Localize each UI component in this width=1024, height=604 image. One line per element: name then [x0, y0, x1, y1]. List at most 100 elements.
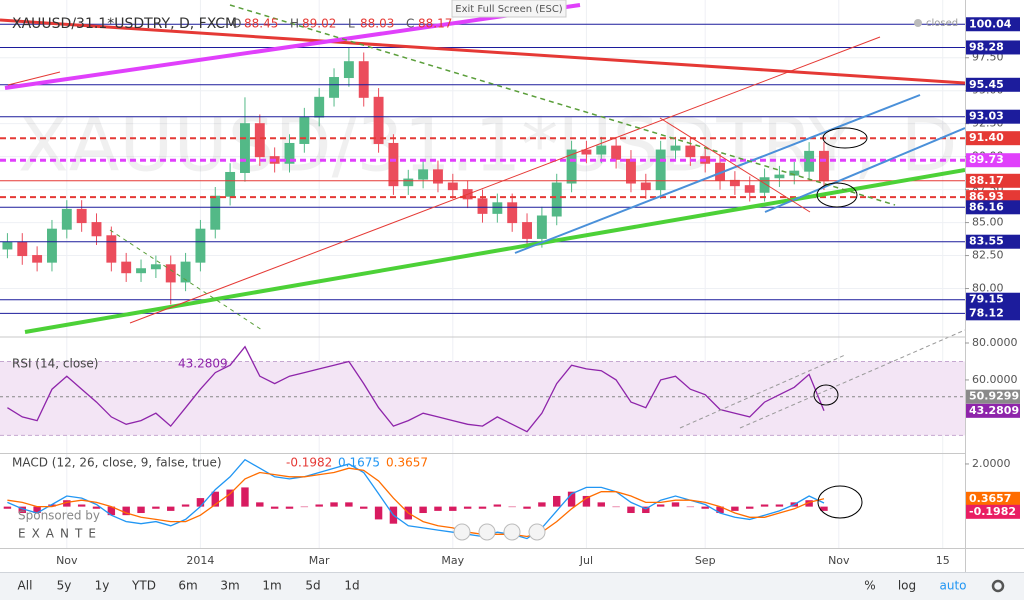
y-tick-label: 60.0000 [972, 373, 1018, 386]
settings-button[interactable] [991, 579, 1005, 593]
macd-histogram-bar [508, 506, 516, 508]
price-line-label-box [966, 17, 1020, 32]
range-button[interactable]: 6m [178, 579, 197, 593]
drawings [0, 3, 965, 519]
price-line-label: 86.16 [969, 200, 1004, 213]
macd-title: MACD (12, 26, close, 9, false, true) [12, 456, 222, 470]
candle-body [210, 195, 221, 230]
macd-histogram-bar [642, 506, 650, 514]
macd-histogram-bar [775, 504, 784, 507]
rsi-last-label: 43.2809 [969, 404, 1019, 417]
navigation-buttons [453, 523, 546, 541]
macd-histogram-bar [686, 506, 695, 508]
candle-body [551, 182, 562, 217]
scroll-left-button[interactable] [453, 523, 471, 541]
candle-body [626, 158, 636, 184]
zoom-out-button[interactable] [478, 523, 496, 541]
macd-histogram-bar [122, 506, 130, 516]
price-line-label-box [966, 109, 1020, 124]
macd-histogram-bar [523, 506, 531, 509]
candle-body [329, 77, 339, 98]
candle-body [655, 149, 666, 191]
macd-histogram-bar [463, 506, 472, 509]
candle-body [611, 145, 622, 160]
price-line-label: 93.03 [969, 110, 1004, 123]
price-line-label: 95.45 [969, 78, 1004, 91]
macd-signal-label: 0.3657 [969, 492, 1011, 505]
candle-body [492, 202, 503, 214]
candle-body [106, 235, 117, 263]
zoom-in-button[interactable] [528, 523, 546, 541]
candle-body [536, 215, 547, 239]
candle-body [581, 149, 592, 155]
range-button[interactable]: 5y [57, 579, 72, 593]
x-tick-label: Nov [56, 554, 78, 567]
exit-fullscreen-label[interactable]: Exit Full Screen (ESC) [455, 4, 563, 15]
watermark: XAUUSD/31.1*USDTRY, D [18, 103, 958, 189]
candle-body [685, 145, 696, 158]
candle-body [76, 208, 87, 224]
macd-histogram-bar [107, 506, 116, 516]
candle-body [522, 222, 532, 239]
macd-histogram-bar [77, 504, 86, 507]
price-line-label: 78.12 [969, 306, 1004, 319]
header: XAUUSD/31.1*USDTRY, D, FXCM O 88.45 H 89.02… [12, 0, 958, 541]
range-button[interactable]: 1y [95, 579, 110, 593]
candle-body [640, 182, 651, 191]
range-button[interactable]: 1d [344, 579, 359, 593]
macd-histogram-bar [597, 502, 605, 507]
x-tick-label: Nov [828, 554, 850, 567]
macd-histogram-bar [746, 506, 754, 509]
candle-body [61, 208, 72, 230]
macd-histogram-bar [731, 506, 739, 511]
y-tick-label: 80.0000 [972, 336, 1018, 349]
macd-histogram-bar [167, 506, 175, 511]
macd-histogram-bar [270, 506, 279, 509]
range-button[interactable]: All [18, 579, 33, 593]
trend-line [24, 168, 965, 334]
macd-histogram-bar [553, 495, 561, 507]
range-button[interactable]: YTD [131, 579, 156, 593]
candle-body [32, 255, 43, 263]
price-line-label: 89.73 [969, 153, 1004, 166]
range-button[interactable]: 5d [305, 579, 320, 593]
auto-toggle[interactable]: auto [939, 579, 966, 593]
macd-histogram-bar [3, 506, 12, 509]
channel-line [739, 329, 965, 429]
macd-histogram-bar [627, 506, 635, 514]
candle-body [447, 182, 458, 191]
macd-histogram-bar [137, 506, 145, 514]
price-line-label-box [966, 306, 1020, 321]
reset-button[interactable] [503, 523, 521, 541]
price-line-label: 88.17 [969, 174, 1004, 187]
highlight-ellipse [822, 127, 868, 149]
macd-histogram-bar [285, 506, 294, 509]
candle-body [566, 149, 577, 184]
x-tick-label: 2014 [186, 554, 214, 567]
trend-line [659, 117, 811, 213]
rsi-last-label-box [966, 403, 1020, 418]
candle-body [195, 228, 206, 263]
macd-histogram-bar [656, 504, 665, 507]
macd-histogram-bar [300, 506, 309, 508]
percent-toggle[interactable]: % [864, 579, 875, 593]
exit-fullscreen-button[interactable] [451, 0, 567, 18]
y-tick-label: 85.00 [972, 216, 1004, 229]
rsi-level-label-box [966, 389, 1020, 404]
macd-histogram-bar [374, 506, 383, 520]
candle-body [388, 142, 399, 187]
y-tick-label: 80.00 [972, 282, 1004, 295]
candle-body [180, 261, 191, 283]
rsi-title: RSI (14, close) [12, 357, 98, 371]
range-button[interactable]: 3m [220, 579, 239, 593]
macd-histogram-label-box [966, 504, 1020, 519]
candle-body [819, 150, 829, 182]
rsi-value: 43.2809 [178, 357, 228, 371]
macd-histogram-bar [152, 506, 160, 509]
log-toggle[interactable]: log [898, 579, 916, 593]
macd-histogram-bar [345, 502, 353, 507]
plot-layer [0, 23, 965, 540]
range-button[interactable]: 1m [262, 579, 281, 593]
candle-body [17, 241, 28, 257]
